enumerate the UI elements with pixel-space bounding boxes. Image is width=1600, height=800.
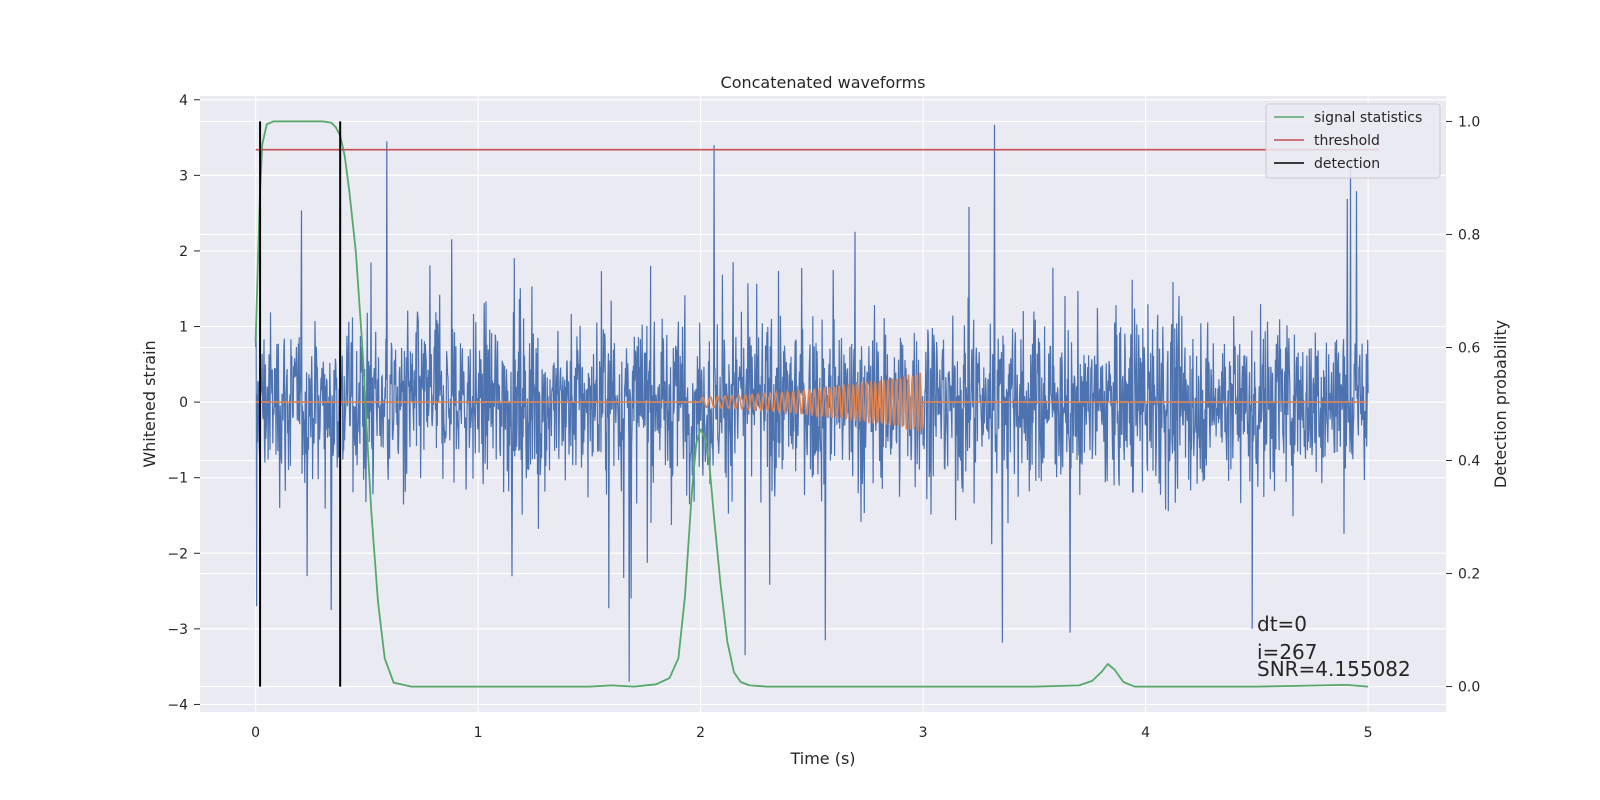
x-tick-label: 4 xyxy=(1141,725,1150,741)
chart-title: Concatenated waveforms xyxy=(721,73,926,92)
y-right-tick-label: 0.4 xyxy=(1458,454,1480,470)
y-axis-right-label: Detection probability xyxy=(1491,320,1510,488)
x-tick-label: 3 xyxy=(919,725,928,741)
x-tick-label: 1 xyxy=(474,725,483,741)
y-right-tick-label: 0.8 xyxy=(1458,227,1480,243)
y-tick-label: −3 xyxy=(167,622,188,638)
y-right-tick-label: 0.6 xyxy=(1458,340,1480,356)
strain-line xyxy=(255,124,1369,682)
y-axis-right-ticks: 0.0 0.2 0.4 0.6 0.8 1.0 xyxy=(1446,114,1480,696)
template-line xyxy=(255,372,1369,432)
y-right-tick-label: 0.2 xyxy=(1458,567,1480,583)
legend-box xyxy=(1265,103,1441,179)
annotation-dt: dt=0 xyxy=(1257,612,1307,636)
legend-label-signal-statistics: signal statistics xyxy=(1314,110,1422,126)
x-tick-label: 0 xyxy=(251,725,260,741)
y-right-tick-label: 1.0 xyxy=(1458,114,1480,130)
y-tick-label: 1 xyxy=(179,320,188,336)
y-tick-label: 0 xyxy=(179,395,188,411)
detection-series xyxy=(259,121,342,687)
y-tick-label: 3 xyxy=(179,168,188,184)
strain-series xyxy=(255,124,1369,682)
annotation-i: i=267 xyxy=(1257,640,1318,664)
y-axis-ticks: −4 −3 −2 −1 0 1 2 3 4 xyxy=(167,93,200,713)
y-tick-label: 4 xyxy=(179,93,188,109)
template-series xyxy=(255,372,1369,432)
legend-label-threshold: threshold xyxy=(1314,133,1380,149)
y-tick-label: −1 xyxy=(167,471,188,487)
signal-statistics-series xyxy=(254,120,1369,688)
x-tick-label: 2 xyxy=(696,725,705,741)
legend: signal statistics threshold detection xyxy=(1265,103,1441,179)
y-tick-label: −4 xyxy=(167,697,188,713)
y-right-tick-label: 0.0 xyxy=(1458,680,1480,696)
x-axis-ticks: 0 1 2 3 4 5 xyxy=(251,725,1372,741)
signal-statistics-line xyxy=(254,120,1369,688)
x-tick-label: 5 xyxy=(1364,725,1373,741)
y-tick-label: 2 xyxy=(179,244,188,260)
y-tick-label: −2 xyxy=(167,546,188,562)
legend-label-detection: detection xyxy=(1314,156,1380,172)
y-axis-label: Whitened strain xyxy=(140,340,159,467)
annotation-snr: SNR=4.155082 xyxy=(1257,657,1411,681)
x-axis-label: Time (s) xyxy=(789,749,855,768)
